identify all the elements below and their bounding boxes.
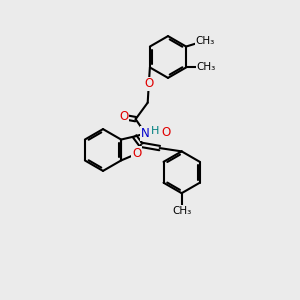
Text: CH₃: CH₃	[172, 206, 191, 216]
Text: N: N	[141, 127, 150, 140]
Text: O: O	[162, 126, 171, 139]
Text: CH₃: CH₃	[196, 36, 215, 46]
Text: O: O	[132, 147, 141, 160]
Text: O: O	[144, 77, 153, 90]
Text: H: H	[151, 126, 160, 136]
Text: CH₃: CH₃	[197, 62, 216, 73]
Text: O: O	[119, 110, 128, 124]
